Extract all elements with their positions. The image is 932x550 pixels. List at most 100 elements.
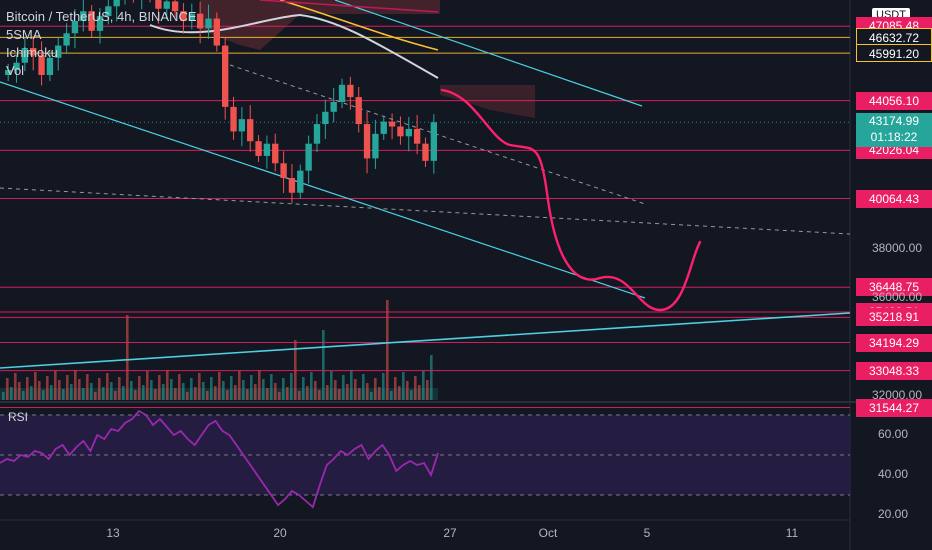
legend-indicator-vol[interactable]: Vol	[6, 63, 25, 78]
volume-bar	[358, 388, 361, 400]
volume-bar	[146, 371, 149, 400]
rsi-tick-label: 60.00	[877, 427, 908, 441]
dashed-trendline-long	[0, 187, 851, 235]
price-level-label[interactable]: 31544.27	[856, 398, 932, 417]
time-tick-label: 13	[106, 526, 120, 540]
legend-symbol[interactable]: Bitcoin / TetherUS, 4h, BINANCE	[6, 9, 197, 24]
volume-bar	[306, 386, 309, 400]
time-tick-label: Oct	[538, 526, 558, 540]
volume-bar	[390, 391, 393, 400]
projection-path	[440, 88, 702, 312]
volume-bar	[186, 392, 189, 400]
volume-bar	[130, 381, 133, 400]
volume-bar	[222, 381, 225, 400]
price-level-label[interactable]: 36448.75	[856, 278, 932, 297]
volume-bar	[98, 378, 101, 400]
candle-body	[213, 18, 220, 46]
volume-bar	[54, 371, 57, 400]
volume-bar	[166, 370, 169, 400]
rsi-pane	[0, 409, 850, 509]
volume-bar	[150, 380, 153, 400]
volume-bar	[162, 384, 165, 400]
candle-body	[171, 1, 179, 12]
current-price-label[interactable]: 43174.99 01:18:22	[856, 113, 932, 148]
candle-body	[338, 84, 346, 102]
volume-bar	[50, 385, 53, 400]
projection-line	[440, 88, 702, 312]
candle-body	[380, 121, 387, 134]
volume-bar	[22, 391, 25, 400]
volume-bar	[70, 384, 73, 400]
volume-bar	[338, 389, 341, 400]
price-tick-label: 32000.00	[871, 388, 922, 403]
volume-bar	[350, 370, 353, 400]
candle-body	[38, 55, 45, 75]
candle-body	[413, 128, 421, 144]
volume-bar	[94, 392, 97, 400]
volume-bar	[46, 376, 49, 400]
price-level-label[interactable]: 33048.33	[856, 361, 932, 380]
dashed-trendline-short	[229, 64, 646, 205]
candle-body	[322, 111, 329, 125]
volume-bar	[234, 385, 237, 400]
candle-body	[288, 178, 296, 193]
candle-body	[180, 11, 187, 22]
price-level-label[interactable]: 44056.10	[856, 91, 932, 110]
candle-body	[405, 128, 412, 137]
price-level-label[interactable]: 45991.20	[856, 44, 932, 63]
candle-body	[347, 84, 354, 98]
volume-bar	[230, 376, 233, 400]
price-level-label[interactable]: 40064.43	[856, 189, 932, 208]
volume-bar	[246, 389, 249, 400]
volume-bar	[262, 379, 265, 400]
volume-bar	[282, 378, 285, 400]
volume-bar	[34, 372, 37, 400]
candle-body	[272, 143, 279, 164]
rsi-tick-label: 40.00	[877, 467, 908, 481]
rsi-tick-label: 20.00	[877, 507, 908, 521]
volume-bar	[258, 370, 261, 400]
volume-bar	[346, 384, 349, 400]
volume-bar	[290, 373, 293, 400]
volume-bar	[382, 373, 385, 400]
volume-bar	[410, 390, 413, 400]
rsi-legend[interactable]: RSI	[8, 410, 29, 424]
volume-bar	[250, 375, 253, 400]
candle-body	[238, 119, 246, 132]
volume-bar	[242, 380, 245, 400]
candle-body	[13, 62, 20, 71]
price-level-label[interactable]: 34194.29	[856, 333, 932, 352]
volume-bar	[370, 392, 373, 400]
volume-bar	[174, 388, 177, 400]
candle-body	[313, 124, 321, 144]
volume-bar	[114, 391, 117, 400]
volume-bar	[238, 371, 241, 400]
volume-bar	[30, 386, 33, 400]
volume-bar	[78, 379, 81, 400]
candle-body	[88, 11, 95, 31]
candle-body	[63, 33, 70, 46]
legend-indicator-sma[interactable]: 5SMA	[6, 27, 42, 42]
volume-bar	[6, 378, 9, 400]
volume-bar	[82, 388, 85, 400]
volume-bar	[418, 385, 421, 400]
price-level-label[interactable]: 35218.91	[856, 308, 932, 327]
candle-body	[280, 163, 287, 179]
volume-bar	[10, 387, 13, 400]
volume-bar	[354, 379, 357, 400]
volume-bar	[270, 374, 273, 400]
sma-line-maroon	[259, 0, 439, 13]
candle-body	[263, 143, 271, 156]
volume-bar	[206, 391, 209, 400]
volume-bar	[362, 374, 365, 400]
volume-bar	[430, 355, 433, 400]
legend-indicator-ichimoku[interactable]: Ichimoku	[6, 45, 59, 60]
volume-bar	[194, 387, 197, 400]
volume-bar	[330, 371, 333, 400]
volume-bar	[422, 371, 425, 400]
volume-bar	[90, 383, 93, 400]
volume-bar	[170, 379, 173, 400]
candle-body	[297, 170, 304, 193]
ichimoku-cloud-lower	[440, 85, 535, 118]
